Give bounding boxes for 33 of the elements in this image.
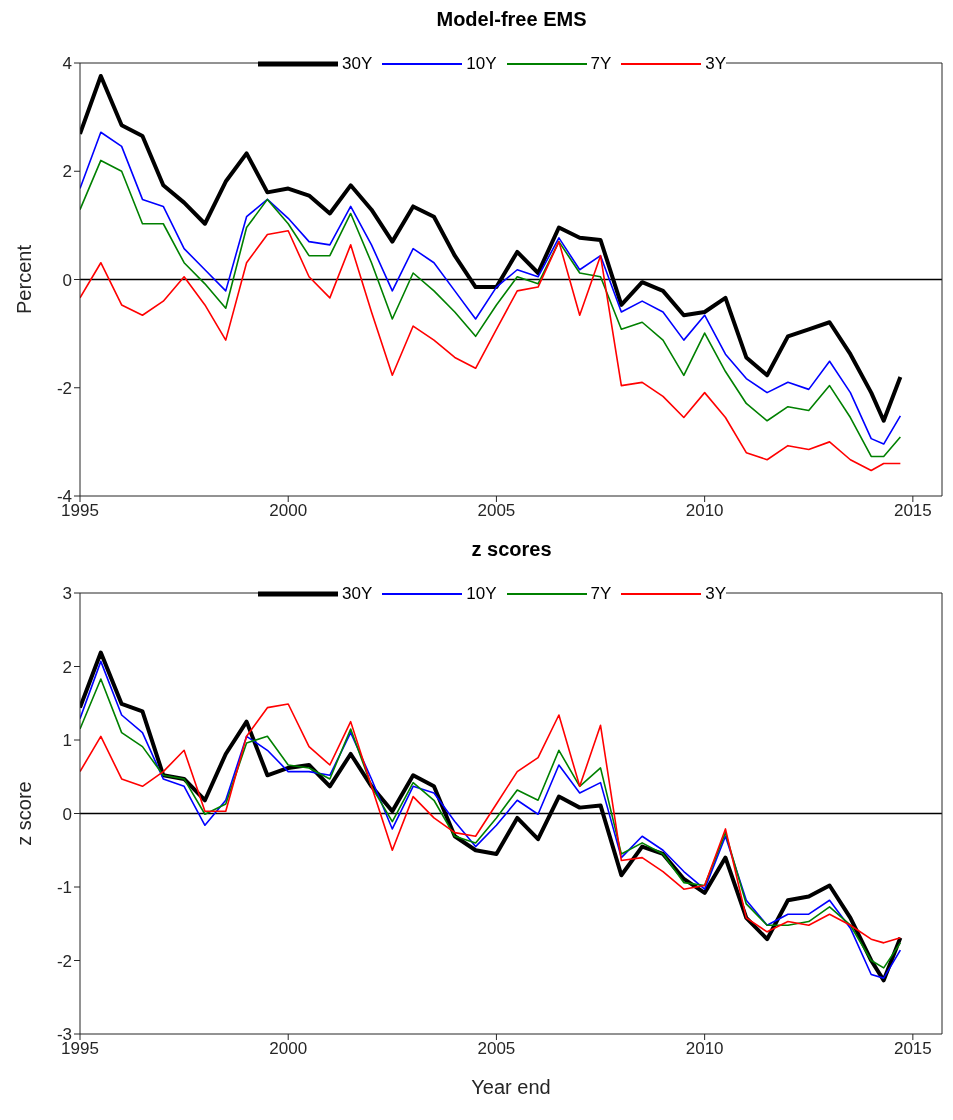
x-tick-label: 2015 — [893, 501, 932, 521]
line-series — [80, 703, 902, 944]
x-tick-label: 2005 — [477, 501, 516, 521]
legend-label: 30Y — [342, 54, 373, 74]
x-tick-label: 2010 — [685, 501, 724, 521]
legend-label: 10Y — [466, 54, 497, 74]
y-tick-label: -2 — [56, 378, 72, 398]
legend-label: 7Y — [590, 584, 612, 604]
x-tick-label: 2000 — [269, 1039, 308, 1059]
x-tick-label: 2000 — [269, 501, 308, 521]
y-tick-label: 1 — [62, 731, 72, 751]
y-tick-label: 3 — [62, 584, 72, 604]
legend-label: 7Y — [590, 54, 612, 74]
y-tick-label: 2 — [62, 162, 72, 182]
line-series — [80, 229, 902, 472]
x-tick-label: 2005 — [477, 1039, 516, 1059]
y-tick-label: -1 — [56, 878, 72, 898]
y-tick-label: 0 — [62, 804, 72, 824]
y-tick-label: 2 — [62, 657, 72, 677]
x-tick-label: 2015 — [893, 1039, 932, 1059]
x-axis-title: Year end — [471, 1076, 551, 1098]
y-tick-label: 4 — [62, 54, 72, 74]
y-tick-label: -2 — [56, 951, 72, 971]
y-axis-title: Percent — [13, 244, 36, 314]
legend-label: 3Y — [705, 54, 727, 74]
x-tick-label: 2010 — [685, 1039, 724, 1059]
legend-label: 30Y — [342, 584, 373, 604]
legend-label: 3Y — [705, 584, 727, 604]
chart-title: z scores — [470, 538, 553, 562]
chart-title: Model-free EMS — [435, 8, 588, 32]
y-tick-label: 0 — [62, 270, 72, 290]
y-axis-title: z score — [13, 781, 36, 846]
legend-label: 10Y — [466, 584, 497, 604]
